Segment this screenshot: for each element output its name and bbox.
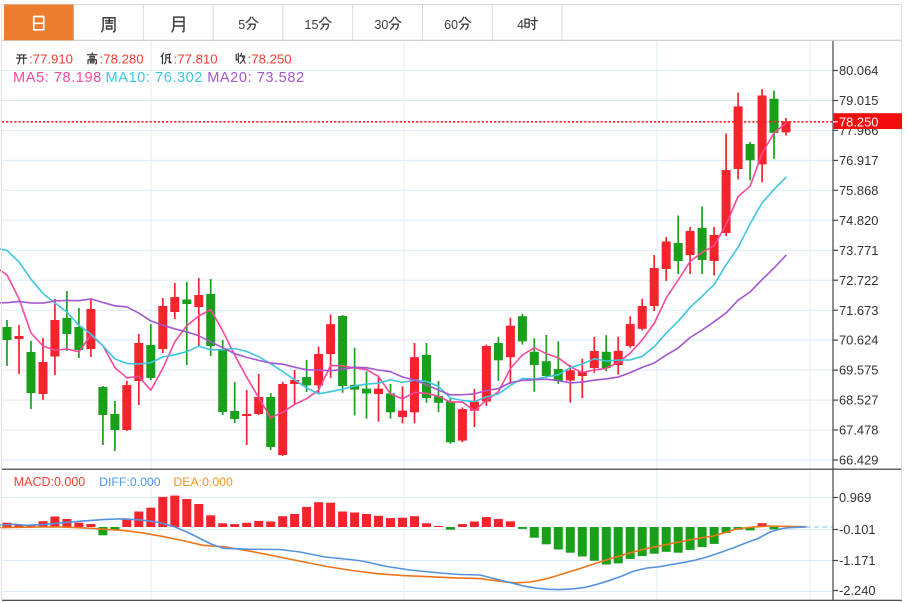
svg-text:80.064: 80.064 — [839, 63, 878, 78]
svg-text:75.868: 75.868 — [839, 183, 878, 198]
svg-text:4: 4 — [517, 18, 524, 32]
svg-text::78.250: :78.250 — [248, 52, 292, 67]
svg-text:74.820: 74.820 — [839, 213, 878, 228]
svg-text:-1.171: -1.171 — [839, 553, 876, 568]
svg-text:0.969: 0.969 — [839, 490, 871, 505]
svg-text::77.910: :77.910 — [29, 52, 73, 67]
svg-text:MA5: 78.198: MA5: 78.198 — [13, 70, 102, 86]
svg-text:69.575: 69.575 — [839, 363, 878, 378]
svg-text::77.810: :77.810 — [174, 52, 218, 67]
svg-text:68.527: 68.527 — [839, 393, 878, 408]
svg-text:MA10: 76.302: MA10: 76.302 — [106, 70, 203, 86]
svg-text:-0.101: -0.101 — [839, 522, 876, 537]
svg-text:30: 30 — [374, 18, 388, 32]
svg-text:78.250: 78.250 — [839, 115, 878, 130]
svg-text:79.015: 79.015 — [839, 93, 878, 108]
svg-text:DEA:0.000: DEA:0.000 — [173, 475, 233, 489]
svg-text:DIFF:0.000: DIFF:0.000 — [99, 475, 161, 489]
svg-text:15: 15 — [305, 18, 319, 32]
svg-text:71.673: 71.673 — [839, 303, 878, 318]
svg-text:67.478: 67.478 — [839, 423, 878, 438]
svg-text:76.917: 76.917 — [839, 153, 878, 168]
svg-text:70.624: 70.624 — [839, 333, 878, 348]
svg-text:MA20: 73.582: MA20: 73.582 — [207, 70, 304, 86]
svg-text:5: 5 — [238, 18, 245, 32]
svg-text::78.280: :78.280 — [100, 52, 144, 67]
svg-text:-2.240: -2.240 — [839, 583, 876, 598]
svg-text:MACD:0.000: MACD:0.000 — [14, 475, 86, 489]
svg-text:60: 60 — [444, 18, 458, 32]
svg-text:72.722: 72.722 — [839, 273, 878, 288]
svg-text:73.771: 73.771 — [839, 243, 878, 258]
svg-text:66.429: 66.429 — [839, 453, 878, 468]
